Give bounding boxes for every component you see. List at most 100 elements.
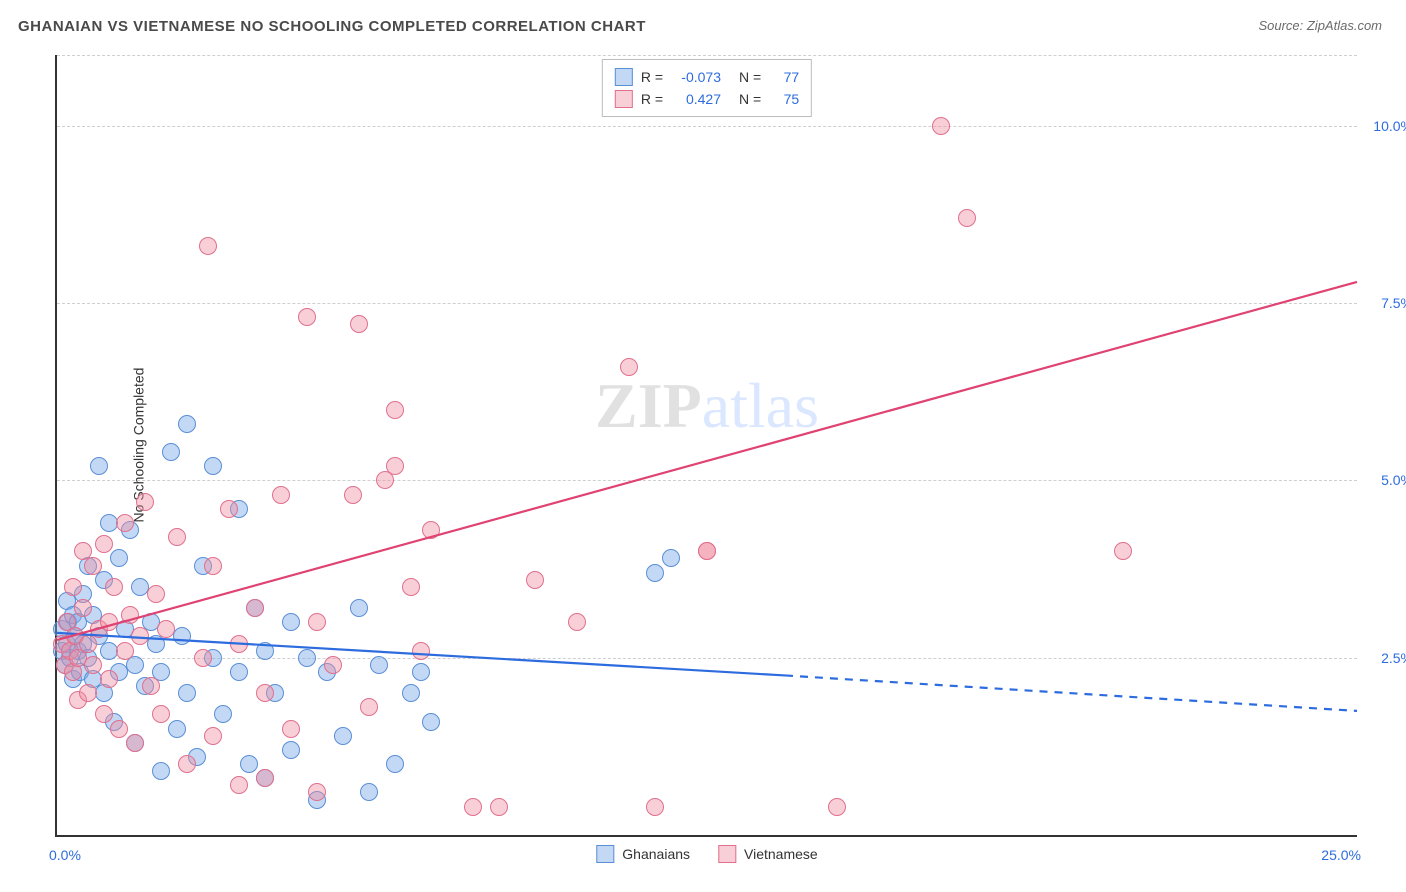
series-legend: Ghanaians Vietnamese bbox=[596, 845, 817, 863]
r-value-ghanaians: -0.073 bbox=[671, 66, 721, 88]
point-vietnamese bbox=[136, 493, 154, 511]
r-label: R = bbox=[641, 66, 663, 88]
n-label: N = bbox=[739, 88, 761, 110]
point-vietnamese bbox=[412, 642, 430, 660]
trend-lines bbox=[57, 55, 1357, 835]
point-vietnamese bbox=[422, 521, 440, 539]
point-ghanaian bbox=[646, 564, 664, 582]
point-vietnamese bbox=[110, 720, 128, 738]
point-vietnamese bbox=[256, 769, 274, 787]
point-ghanaian bbox=[178, 684, 196, 702]
point-vietnamese bbox=[157, 620, 175, 638]
gridline bbox=[57, 126, 1357, 127]
point-vietnamese bbox=[64, 578, 82, 596]
point-vietnamese bbox=[199, 237, 217, 255]
x-tick-max: 25.0% bbox=[1321, 847, 1361, 863]
point-vietnamese bbox=[116, 642, 134, 660]
point-vietnamese bbox=[74, 599, 92, 617]
watermark-zip: ZIP bbox=[595, 370, 702, 441]
swatch-ghanaians bbox=[615, 68, 633, 86]
point-ghanaian bbox=[662, 549, 680, 567]
point-vietnamese bbox=[298, 308, 316, 326]
point-vietnamese bbox=[121, 606, 139, 624]
point-vietnamese bbox=[168, 528, 186, 546]
point-ghanaian bbox=[282, 741, 300, 759]
point-vietnamese bbox=[95, 705, 113, 723]
watermark-atlas: atlas bbox=[702, 370, 819, 441]
point-vietnamese bbox=[490, 798, 508, 816]
point-vietnamese bbox=[568, 613, 586, 631]
point-vietnamese bbox=[105, 578, 123, 596]
point-ghanaian bbox=[214, 705, 232, 723]
point-ghanaian bbox=[178, 415, 196, 433]
point-vietnamese bbox=[204, 557, 222, 575]
point-ghanaian bbox=[162, 443, 180, 461]
point-vietnamese bbox=[84, 656, 102, 674]
point-vietnamese bbox=[698, 542, 716, 560]
point-vietnamese bbox=[526, 571, 544, 589]
point-vietnamese bbox=[116, 514, 134, 532]
point-vietnamese bbox=[204, 727, 222, 745]
gridline bbox=[57, 303, 1357, 304]
point-vietnamese bbox=[1114, 542, 1132, 560]
n-label: N = bbox=[739, 66, 761, 88]
point-ghanaian bbox=[412, 663, 430, 681]
correlation-legend: R = -0.073 N = 77 R = 0.427 N = 75 bbox=[602, 59, 812, 117]
point-ghanaian bbox=[370, 656, 388, 674]
point-vietnamese bbox=[142, 677, 160, 695]
point-vietnamese bbox=[152, 705, 170, 723]
point-ghanaian bbox=[90, 457, 108, 475]
point-vietnamese bbox=[230, 776, 248, 794]
chart-title: GHANAIAN VS VIETNAMESE NO SCHOOLING COMP… bbox=[18, 18, 646, 35]
point-ghanaian bbox=[173, 627, 191, 645]
swatch-vietnamese bbox=[615, 90, 633, 108]
point-vietnamese bbox=[958, 209, 976, 227]
swatch-vietnamese-icon bbox=[718, 845, 736, 863]
point-ghanaian bbox=[168, 720, 186, 738]
point-vietnamese bbox=[79, 684, 97, 702]
y-tick: 5.0% bbox=[1363, 472, 1406, 488]
point-ghanaian bbox=[282, 613, 300, 631]
y-tick: 10.0% bbox=[1363, 118, 1406, 134]
point-ghanaian bbox=[110, 549, 128, 567]
point-ghanaian bbox=[204, 457, 222, 475]
point-vietnamese bbox=[272, 486, 290, 504]
legend-label-vietnamese: Vietnamese bbox=[744, 846, 818, 862]
point-vietnamese bbox=[194, 649, 212, 667]
point-vietnamese bbox=[308, 613, 326, 631]
r-value-vietnamese: 0.427 bbox=[671, 88, 721, 110]
point-vietnamese bbox=[646, 798, 664, 816]
point-vietnamese bbox=[131, 627, 149, 645]
legend-item-ghanaians: Ghanaians bbox=[596, 845, 690, 863]
point-ghanaian bbox=[334, 727, 352, 745]
legend-item-vietnamese: Vietnamese bbox=[718, 845, 818, 863]
x-tick-min: 0.0% bbox=[49, 847, 81, 863]
point-vietnamese bbox=[147, 585, 165, 603]
plot-area: No Schooling Completed ZIPatlas R = -0.0… bbox=[55, 55, 1357, 837]
y-tick: 2.5% bbox=[1363, 650, 1406, 666]
point-vietnamese bbox=[246, 599, 264, 617]
point-vietnamese bbox=[402, 578, 420, 596]
point-vietnamese bbox=[126, 734, 144, 752]
point-vietnamese bbox=[932, 117, 950, 135]
point-vietnamese bbox=[350, 315, 368, 333]
point-ghanaian bbox=[240, 755, 258, 773]
point-ghanaian bbox=[230, 663, 248, 681]
point-vietnamese bbox=[828, 798, 846, 816]
point-ghanaian bbox=[422, 713, 440, 731]
point-ghanaian bbox=[360, 783, 378, 801]
legend-label-ghanaians: Ghanaians bbox=[622, 846, 690, 862]
point-vietnamese bbox=[344, 486, 362, 504]
point-ghanaian bbox=[298, 649, 316, 667]
point-vietnamese bbox=[324, 656, 342, 674]
swatch-ghanaians-icon bbox=[596, 845, 614, 863]
point-ghanaian bbox=[152, 762, 170, 780]
point-ghanaian bbox=[386, 755, 404, 773]
point-vietnamese bbox=[100, 670, 118, 688]
point-vietnamese bbox=[308, 783, 326, 801]
point-vietnamese bbox=[464, 798, 482, 816]
watermark: ZIPatlas bbox=[595, 369, 819, 443]
y-tick: 7.5% bbox=[1363, 295, 1406, 311]
legend-row-ghanaians: R = -0.073 N = 77 bbox=[615, 66, 799, 88]
point-vietnamese bbox=[95, 535, 113, 553]
